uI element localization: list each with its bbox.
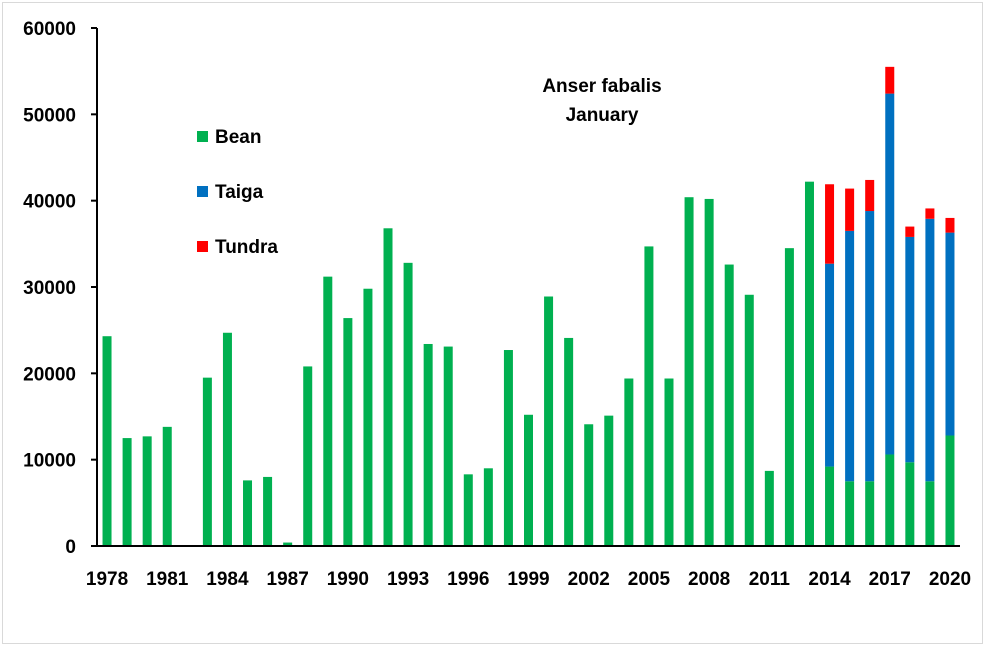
bar-bean-2004 <box>624 378 634 546</box>
x-tick-label: 2008 <box>688 569 730 590</box>
bar-bean-1986 <box>263 476 273 546</box>
bar-bean-2014 <box>825 466 835 546</box>
legend-swatch-bean <box>197 131 208 142</box>
legend-label-tundra: Tundra <box>215 237 278 258</box>
bar-bean-1983 <box>202 377 212 546</box>
bar-taiga-2014 <box>825 263 835 467</box>
bar-bean-2018 <box>905 462 915 546</box>
x-tick-label: 1996 <box>447 569 489 590</box>
bar-bean-2008 <box>704 198 714 546</box>
bar-tundra-2018 <box>905 226 915 237</box>
bar-bean-1987 <box>283 542 293 546</box>
bar-bean-1998 <box>503 350 513 546</box>
x-tick-label: 2011 <box>749 569 791 590</box>
bar-tundra-2017 <box>885 66 895 94</box>
bar-bean-1992 <box>383 228 393 547</box>
x-tick-label: 1987 <box>267 569 309 590</box>
bar-tundra-2015 <box>845 188 855 231</box>
y-tick-label: 50000 <box>23 105 76 126</box>
bar-tundra-2016 <box>865 179 875 212</box>
x-tick-label: 1993 <box>387 569 429 590</box>
bar-bean-1994 <box>423 343 433 546</box>
bar-bean-2005 <box>644 246 654 547</box>
x-tick-label: 2020 <box>929 569 971 590</box>
bar-bean-1979 <box>122 438 132 546</box>
bar-bean-2015 <box>845 481 855 546</box>
bar-taiga-2019 <box>925 218 935 482</box>
x-tick-label: 1978 <box>86 569 128 590</box>
bar-bean-1985 <box>243 480 253 546</box>
bar-taiga-2017 <box>885 93 895 455</box>
bar-tundra-2019 <box>925 208 935 219</box>
x-tick-label: 1981 <box>146 569 189 590</box>
y-axis: 0 10000 20000 30000 40000 50000 60000 <box>23 19 98 558</box>
x-tick-label: 2014 <box>808 569 851 590</box>
bar-bean-2007 <box>684 197 694 546</box>
bars-layer <box>102 66 955 547</box>
bar-bean-2019 <box>925 481 935 546</box>
bar-bean-2020 <box>945 435 955 546</box>
bar-bean-1984 <box>222 332 232 546</box>
bar-bean-2016 <box>865 481 875 546</box>
bar-bean-2000 <box>544 296 554 546</box>
bar-bean-1980 <box>142 436 152 546</box>
bar-bean-1993 <box>403 262 413 546</box>
bar-taiga-2020 <box>945 232 955 436</box>
bar-bean-2017 <box>885 454 895 546</box>
bar-tundra-2020 <box>945 217 955 233</box>
bar-bean-1988 <box>303 366 313 546</box>
bar-bean-1997 <box>483 468 493 546</box>
y-tick-label: 40000 <box>23 192 76 213</box>
y-tick-label: 60000 <box>23 19 76 40</box>
legend-label-bean: Bean <box>215 127 261 148</box>
x-axis: 1978 1981 1984 1987 1990 1993 1996 1999 2002 2005… <box>86 545 971 590</box>
bar-bean-1991 <box>363 288 373 546</box>
bar-bean-1995 <box>443 346 453 546</box>
bar-bean-1990 <box>343 318 353 546</box>
bar-bean-1981 <box>162 426 172 546</box>
bar-bean-1996 <box>463 474 473 546</box>
legend-label-taiga: Taiga <box>215 182 264 203</box>
y-tick-label: 0 <box>65 537 76 558</box>
bar-bean-2012 <box>784 248 794 546</box>
bar-bean-2006 <box>664 378 674 546</box>
bar-tundra-2014 <box>825 184 835 264</box>
x-tick-label: 2002 <box>568 569 610 590</box>
chart-title-line-2: January <box>566 105 639 126</box>
bar-taiga-2018 <box>905 236 915 463</box>
bar-bean-1978 <box>102 336 112 546</box>
x-tick-label: 1999 <box>507 569 549 590</box>
y-tick-label: 10000 <box>23 451 76 472</box>
bar-bean-2003 <box>604 415 614 546</box>
bar-bean-2011 <box>764 470 774 546</box>
bar-taiga-2016 <box>865 211 875 482</box>
bar-bean-1989 <box>323 276 333 546</box>
bar-bean-2001 <box>564 337 574 546</box>
bar-bean-2010 <box>744 294 754 546</box>
chart-title-line-1: Anser fabalis <box>542 76 661 97</box>
x-tick-label: 2005 <box>628 569 671 590</box>
bar-taiga-2015 <box>845 230 855 482</box>
legend: Bean Taiga Tundra <box>197 127 278 258</box>
bar-bean-2009 <box>724 264 734 546</box>
x-tick-label: 2017 <box>869 569 911 590</box>
bar-bean-2013 <box>804 181 814 547</box>
y-tick-label: 20000 <box>23 364 76 385</box>
x-tick-label: 1990 <box>327 569 369 590</box>
y-tick-label: 30000 <box>23 278 76 299</box>
legend-swatch-tundra <box>197 241 208 252</box>
x-tick-label: 1984 <box>206 569 249 590</box>
legend-swatch-taiga <box>197 186 208 197</box>
bar-bean-1999 <box>524 414 533 546</box>
bar-bean-2002 <box>584 424 594 546</box>
